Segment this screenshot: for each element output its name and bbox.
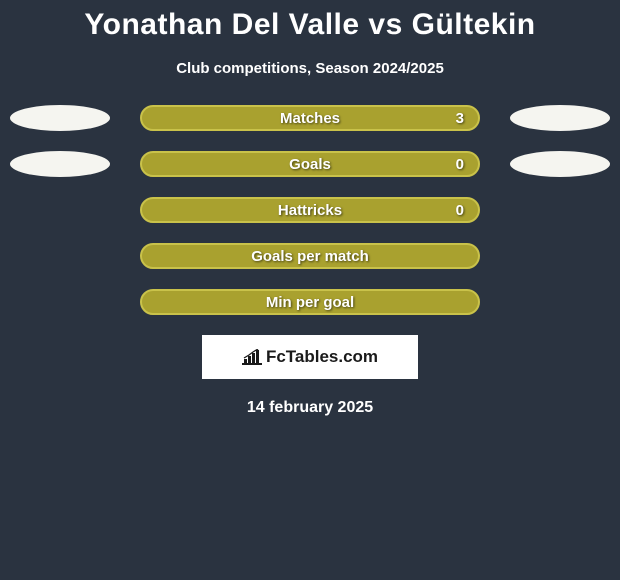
stat-bar: Goals per match xyxy=(140,243,480,269)
stat-bar: Min per goal xyxy=(140,289,480,315)
stat-label: Goals xyxy=(289,156,331,173)
comparison-widget: Yonathan Del Valle vs Gültekin Club comp… xyxy=(0,0,620,417)
stat-value: 3 xyxy=(456,110,464,127)
stat-label: Matches xyxy=(280,110,340,127)
player-left-value-bubble xyxy=(10,151,110,177)
stat-value: 0 xyxy=(456,202,464,219)
date-text: 14 february 2025 xyxy=(0,399,620,417)
fctables-logo[interactable]: FcTables.com xyxy=(202,335,418,379)
logo-content: FcTables.com xyxy=(242,347,378,367)
stat-label: Hattricks xyxy=(278,202,342,219)
chart-icon xyxy=(242,349,262,365)
stat-row: Goals 0 xyxy=(0,151,620,177)
stats-list: Matches 3 Goals 0 Hattricks 0 Goals per match M… xyxy=(0,105,620,315)
stat-row: Matches 3 xyxy=(0,105,620,131)
player-right-value-bubble xyxy=(510,151,610,177)
stat-row: Min per goal xyxy=(0,289,620,315)
subtitle: Club competitions, Season 2024/2025 xyxy=(0,60,620,77)
stat-bar: Goals 0 xyxy=(140,151,480,177)
stat-row: Goals per match xyxy=(0,243,620,269)
player-left-value-bubble xyxy=(10,105,110,131)
logo-text: FcTables.com xyxy=(266,347,378,367)
page-title: Yonathan Del Valle vs Gültekin xyxy=(0,8,620,42)
stat-row: Hattricks 0 xyxy=(0,197,620,223)
stat-value: 0 xyxy=(456,156,464,173)
stat-bar: Hattricks 0 xyxy=(140,197,480,223)
stat-label: Goals per match xyxy=(251,248,369,265)
stat-label: Min per goal xyxy=(266,294,354,311)
player-right-value-bubble xyxy=(510,105,610,131)
stat-bar: Matches 3 xyxy=(140,105,480,131)
